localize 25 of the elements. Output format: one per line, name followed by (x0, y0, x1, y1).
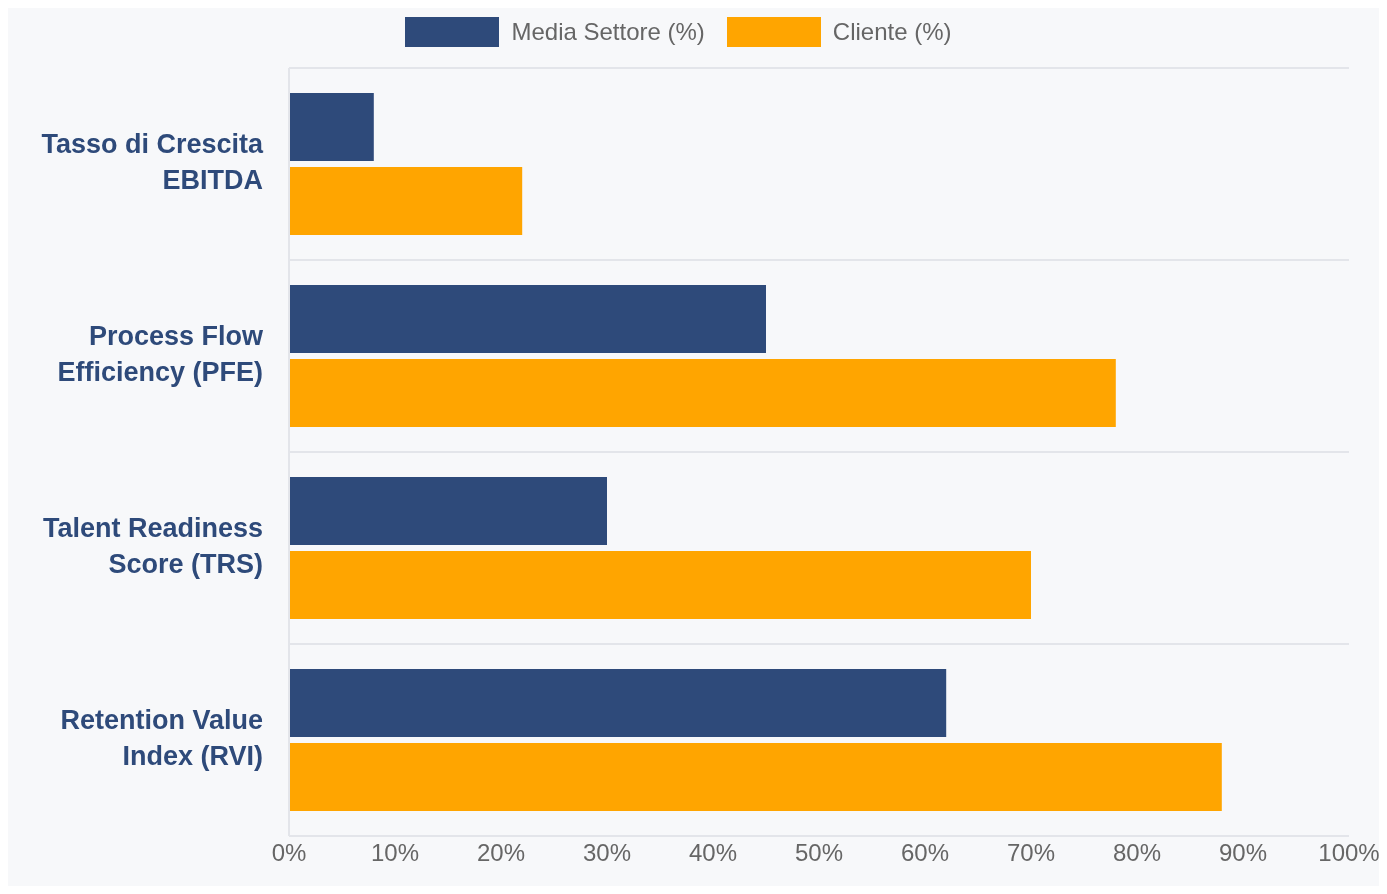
y-tick-label: Retention Value Index (RVI) (60, 705, 263, 772)
y-tick-label: Tasso di Crescita EBITDA (41, 129, 264, 196)
bar (289, 93, 374, 161)
bar (289, 551, 1031, 619)
bar (289, 477, 607, 545)
bar (289, 167, 523, 235)
x-tick-label: 0% (271, 839, 307, 867)
bar (289, 359, 1116, 427)
bar (289, 669, 947, 737)
bar (289, 743, 1222, 811)
x-tick-label: 40% (688, 839, 738, 867)
x-tick-label: 50% (794, 839, 844, 867)
x-tick-label: 70% (1006, 839, 1056, 867)
legend-label: Media Settore (%) (510, 17, 705, 47)
x-tick-label: 60% (900, 839, 950, 867)
x-tick-label: 100% (1318, 839, 1380, 867)
x-tick-label: 20% (476, 839, 526, 867)
y-tick-label: Process Flow Efficiency (PFE) (57, 321, 264, 388)
x-tick-label: 10% (370, 839, 420, 867)
y-tick-label: Talent Readiness Score (TRS) (42, 513, 263, 580)
legend-label: Cliente (%) (831, 17, 952, 47)
x-tick-label: 80% (1112, 839, 1162, 867)
bar (289, 285, 766, 353)
x-tick-label: 30% (582, 839, 632, 867)
x-tick-label: 90% (1218, 839, 1268, 867)
